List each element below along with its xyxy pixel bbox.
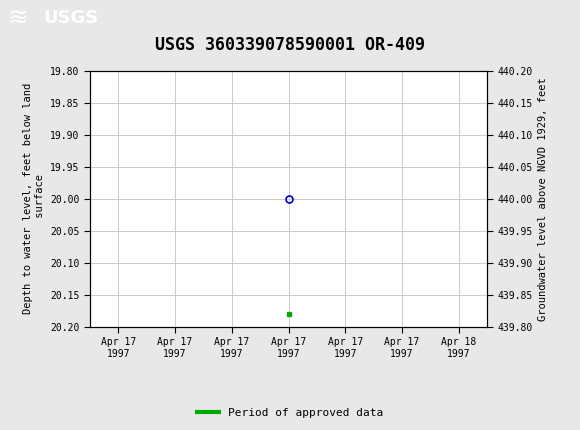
- Y-axis label: Groundwater level above NGVD 1929, feet: Groundwater level above NGVD 1929, feet: [538, 77, 549, 321]
- Y-axis label: Depth to water level, feet below land
 surface: Depth to water level, feet below land su…: [23, 83, 45, 314]
- Text: ≋: ≋: [7, 6, 28, 30]
- Text: USGS 360339078590001 OR-409: USGS 360339078590001 OR-409: [155, 36, 425, 54]
- Text: USGS: USGS: [44, 9, 99, 27]
- Legend: Period of approved data: Period of approved data: [193, 403, 387, 422]
